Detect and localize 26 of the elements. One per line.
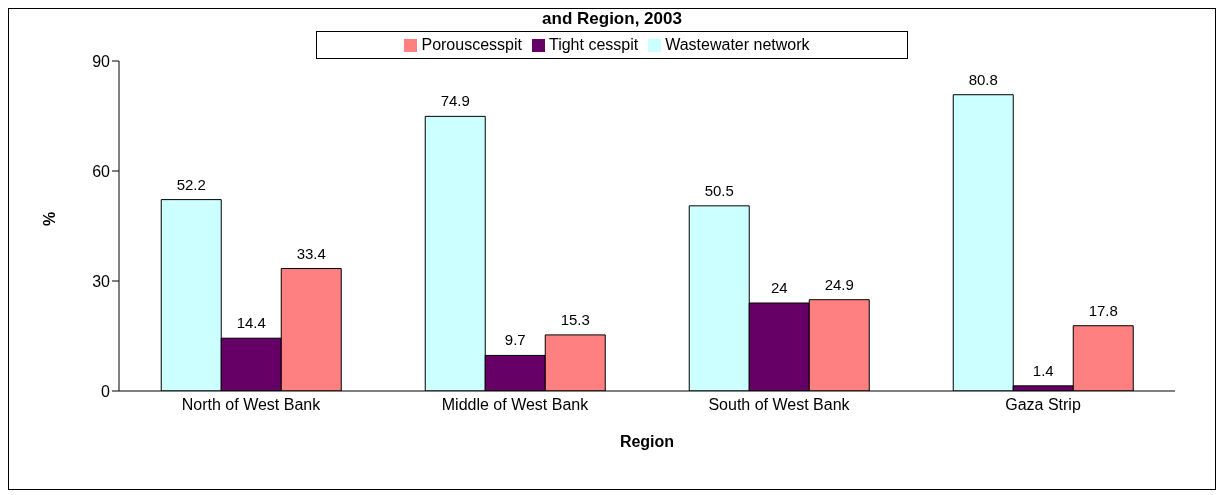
- data-label: 74.9: [440, 92, 470, 110]
- data-label: 14.4: [236, 314, 266, 332]
- y-tick-label: 60: [92, 162, 111, 180]
- legend-label: Wastewater network: [665, 36, 810, 53]
- y-tick-label: 30: [92, 272, 111, 290]
- x-axis-title: Region: [619, 433, 675, 450]
- legend-label: Tight cesspit: [548, 36, 639, 53]
- x-tick-label: Middle of West Bank: [441, 396, 590, 414]
- legend-label: Porouscesspit: [421, 36, 522, 53]
- y-axis-title: %: [40, 211, 58, 226]
- data-label: 50.5: [704, 181, 734, 199]
- y-tick-label: 0: [101, 382, 111, 400]
- data-label: 9.7: [504, 331, 526, 349]
- data-label: 80.8: [968, 70, 998, 88]
- x-tick-label: North of West Bank: [181, 396, 322, 414]
- data-label: 15.3: [560, 310, 590, 328]
- data-label: 1.4: [1032, 361, 1054, 379]
- data-label: 24.9: [824, 275, 854, 293]
- x-tick-label: Gaza Strip: [1005, 396, 1081, 414]
- data-label: 52.2: [176, 175, 206, 193]
- data-label: 17.8: [1088, 301, 1118, 319]
- data-label: 33.4: [296, 244, 326, 262]
- chart-title: and Region, 2003: [541, 9, 683, 29]
- data-label: 24: [770, 279, 788, 296]
- x-tick-label: South of West Bank: [708, 396, 851, 414]
- y-tick-label: 90: [92, 52, 111, 70]
